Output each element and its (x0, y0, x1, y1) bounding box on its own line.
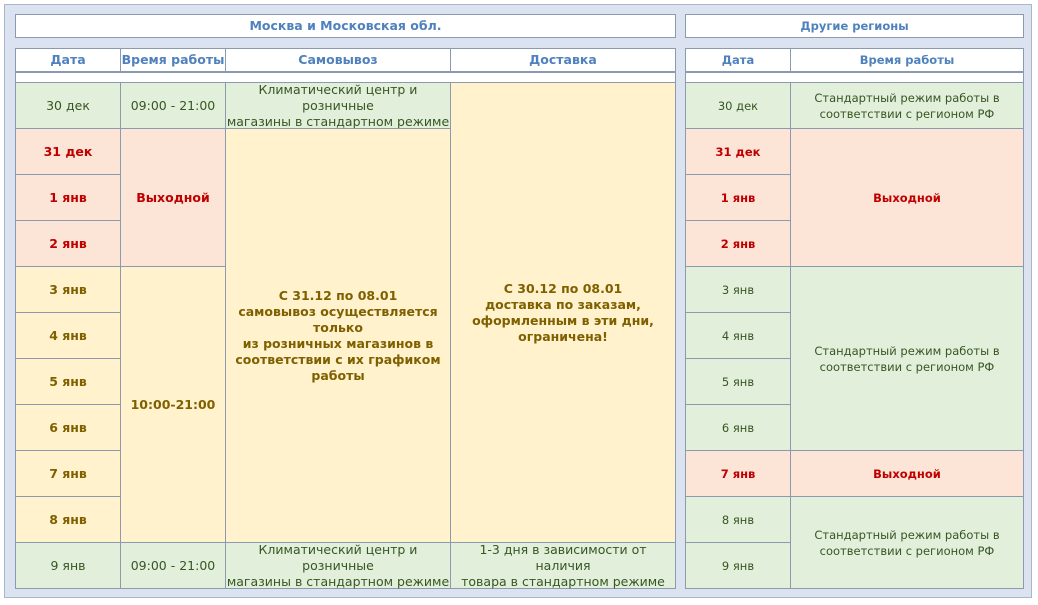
date-cell: 3 янв (685, 266, 791, 313)
hours-cell: Стандартный режим работы в соответствии … (790, 266, 1024, 451)
pickup-cell: Климатический центр и розничные магазины… (225, 81, 451, 129)
column-header: Доставка (450, 48, 676, 72)
hours-cell: 10:00-21:00 (120, 266, 226, 543)
date-cell: 1 янв (685, 174, 791, 221)
date-cell: 5 янв (15, 358, 121, 405)
date-cell: 8 янв (685, 496, 791, 543)
hours-cell: Выходной (120, 128, 226, 267)
date-cell: 9 янв (685, 542, 791, 589)
pickup-cell: Климатический центр и розничные магазины… (225, 541, 451, 589)
date-cell: 4 янв (685, 312, 791, 359)
section-title: Москва и Московская обл. (15, 14, 676, 38)
date-cell: 30 дек (685, 82, 791, 129)
hours-cell: Выходной (790, 450, 1024, 497)
pickup-cell: С 31.12 по 08.01 самовывоз осуществляетс… (225, 128, 451, 543)
date-cell: 5 янв (685, 358, 791, 405)
date-cell: 8 янв (15, 496, 121, 543)
hours-cell: Выходной (790, 128, 1024, 267)
column-header: Самовывоз (225, 48, 451, 72)
date-cell: 9 янв (15, 542, 121, 589)
date-cell: 1 янв (15, 174, 121, 221)
delivery-cell: С 30.12 по 08.01 доставка по заказам, оф… (450, 82, 676, 543)
column-header: Дата (685, 48, 791, 72)
hours-cell: Стандартный режим работы в соответствии … (790, 496, 1024, 589)
hours-cell: Стандартный режим работы в соответствии … (790, 82, 1024, 129)
date-cell: 3 янв (15, 266, 121, 313)
delivery-cell: 1-3 дня в зависимости от наличия товара … (450, 542, 676, 589)
date-cell: 2 янв (15, 220, 121, 267)
date-cell: 7 янв (15, 450, 121, 497)
date-cell: 4 янв (15, 312, 121, 359)
date-cell: 6 янв (685, 404, 791, 451)
date-cell: 31 дек (685, 128, 791, 175)
column-header: Время работы (120, 48, 226, 72)
hours-cell: 09:00 - 21:00 (120, 82, 226, 129)
date-cell: 2 янв (685, 220, 791, 267)
date-cell: 6 янв (15, 404, 121, 451)
date-cell: 7 янв (685, 450, 791, 497)
column-header: Дата (15, 48, 121, 72)
hours-cell: 09:00 - 21:00 (120, 542, 226, 589)
date-cell: 30 дек (15, 82, 121, 129)
date-cell: 31 дек (15, 128, 121, 175)
column-header: Время работы (790, 48, 1024, 72)
section-title: Другие регионы (685, 14, 1024, 38)
